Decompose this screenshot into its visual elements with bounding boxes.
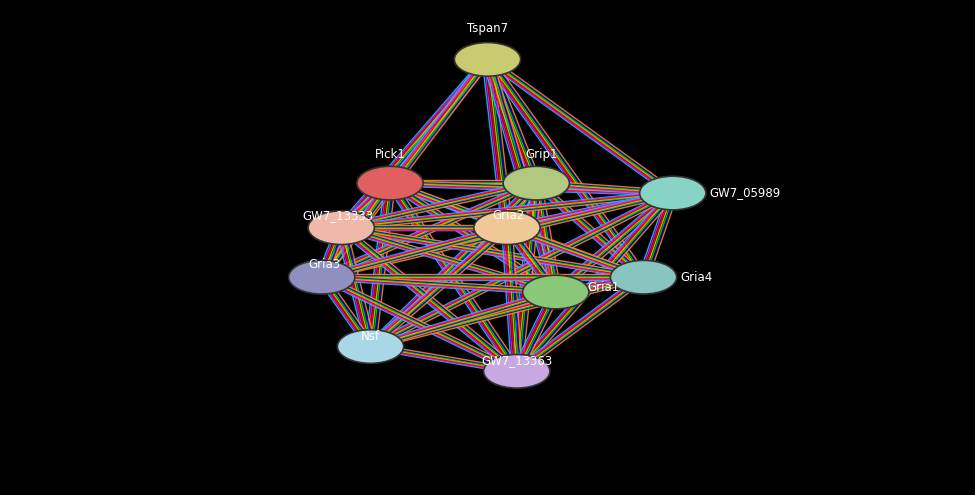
Text: Gria2: Gria2 <box>492 209 526 222</box>
Text: GW7_13363: GW7_13363 <box>481 354 553 367</box>
Text: Grip1: Grip1 <box>525 148 558 161</box>
Circle shape <box>523 275 589 309</box>
Text: Gria1: Gria1 <box>587 281 619 294</box>
Circle shape <box>289 260 355 294</box>
Circle shape <box>357 166 423 200</box>
Circle shape <box>474 211 540 245</box>
Circle shape <box>308 211 374 245</box>
Text: GW7_13333: GW7_13333 <box>303 209 373 222</box>
Circle shape <box>454 43 521 76</box>
Circle shape <box>484 354 550 388</box>
Text: Gria3: Gria3 <box>309 258 340 271</box>
Circle shape <box>337 330 404 363</box>
Text: Nsf: Nsf <box>361 330 380 343</box>
Circle shape <box>610 260 677 294</box>
Text: Pick1: Pick1 <box>374 148 406 161</box>
Circle shape <box>640 176 706 210</box>
Text: Tspan7: Tspan7 <box>467 22 508 35</box>
Text: GW7_05989: GW7_05989 <box>710 186 781 198</box>
Circle shape <box>503 166 569 200</box>
Text: Gria4: Gria4 <box>681 271 713 284</box>
